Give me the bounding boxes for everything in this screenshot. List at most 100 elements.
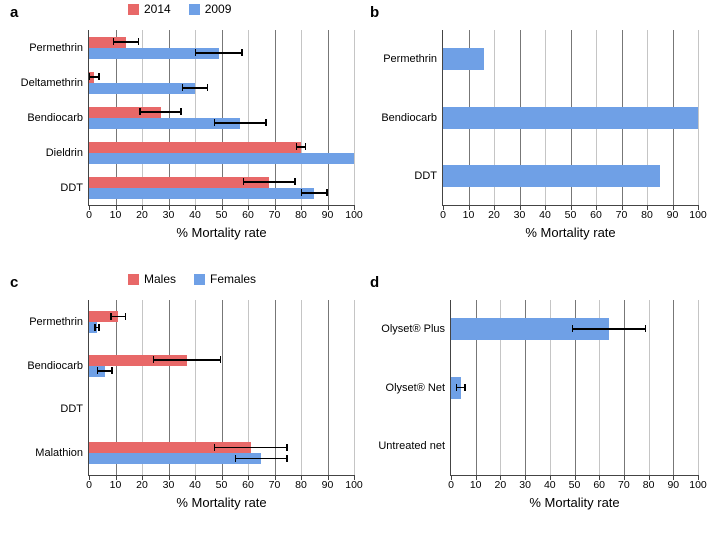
xlabel-b: % Mortality rate — [525, 205, 615, 240]
error-bar — [296, 146, 307, 147]
xlabel-d: % Mortality rate — [529, 475, 619, 510]
xtick-label: 0 — [440, 205, 446, 221]
xtick-label: 80 — [641, 205, 653, 221]
category-label: Deltamethrin — [21, 77, 89, 89]
figure-root: a 2014 2009 0102030405060708090100% Mortali… — [0, 0, 710, 540]
legend-item: 2014 — [128, 2, 171, 16]
panel-d: d0102030405060708090100% Mortality rateO… — [370, 270, 710, 530]
error-bar — [110, 316, 126, 317]
category-label: Permethrin — [383, 53, 443, 65]
legend-swatch — [189, 4, 200, 15]
xtick-label: 10 — [470, 475, 482, 491]
xtick-label: 70 — [269, 205, 281, 221]
error-bar — [235, 458, 288, 459]
gridline — [275, 300, 276, 475]
error-bar — [214, 447, 288, 448]
legend-label: 2014 — [144, 2, 171, 16]
error-bar — [456, 387, 466, 388]
gridline — [275, 30, 276, 205]
xtick-label: 80 — [643, 475, 655, 491]
xtick-label: 10 — [110, 475, 122, 491]
xtick-label: 80 — [295, 205, 307, 221]
xtick-label: 100 — [689, 205, 707, 221]
plot-area-a: 0102030405060708090100% Mortality ratePe… — [88, 30, 354, 206]
gridline — [354, 300, 355, 475]
category-label: Olyset® Net — [386, 382, 451, 394]
xtick-label: 30 — [163, 475, 175, 491]
error-bar — [195, 52, 243, 53]
category-label: Bendiocarb — [381, 112, 443, 124]
panel-a: a 2014 2009 0102030405060708090100% Mortali… — [10, 0, 360, 255]
xtick-label: 90 — [322, 475, 334, 491]
category-label: Permethrin — [29, 42, 89, 54]
xtick-label: 10 — [110, 205, 122, 221]
legend-label: 2009 — [205, 2, 232, 16]
category-label: Untreated net — [378, 440, 451, 452]
bar — [89, 153, 354, 164]
error-bar — [94, 327, 99, 328]
bar — [89, 83, 195, 94]
plot-area-b: 0102030405060708090100% Mortality ratePe… — [442, 30, 698, 206]
xtick-label: 100 — [345, 475, 363, 491]
error-bar — [113, 41, 140, 42]
legend-swatch — [128, 274, 139, 285]
gridline — [673, 300, 674, 475]
legend-swatch — [194, 274, 205, 285]
bar — [89, 142, 301, 153]
gridline — [698, 30, 699, 205]
xtick-label: 70 — [269, 475, 281, 491]
category-label: DDT — [60, 403, 89, 415]
bar — [443, 165, 660, 187]
legend-item: 2009 — [189, 2, 232, 16]
category-label: Dieldrin — [46, 147, 89, 159]
bar — [89, 188, 314, 199]
legend-item: Females — [194, 272, 256, 286]
gridline — [649, 300, 650, 475]
category-label: Bendiocarb — [27, 360, 89, 372]
xtick-label: 20 — [495, 475, 507, 491]
plot-area-c: 0102030405060708090100% Mortality ratePe… — [88, 300, 354, 476]
xtick-label: 20 — [136, 205, 148, 221]
xtick-label: 20 — [136, 475, 148, 491]
error-bar — [97, 370, 113, 371]
xtick-label: 90 — [667, 205, 679, 221]
gridline — [301, 30, 302, 205]
panel-c: c Males Females 0102030405060708090100% Mor… — [10, 270, 360, 530]
xtick-label: 0 — [86, 475, 92, 491]
panel-label-b: b — [370, 4, 379, 21]
error-bar — [214, 122, 267, 123]
xtick-label: 90 — [667, 475, 679, 491]
bar — [443, 107, 698, 129]
legend-swatch — [128, 4, 139, 15]
category-label: Bendiocarb — [27, 112, 89, 124]
gridline — [354, 30, 355, 205]
xtick-label: 30 — [163, 205, 175, 221]
panel-label-d: d — [370, 274, 379, 291]
xtick-label: 10 — [463, 205, 475, 221]
panel-label-c: c — [10, 274, 18, 291]
xtick-label: 80 — [295, 475, 307, 491]
category-label: Olyset® Plus — [381, 323, 451, 335]
gridline — [301, 300, 302, 475]
error-bar — [153, 359, 222, 360]
bar — [443, 48, 484, 70]
xtick-label: 90 — [322, 205, 334, 221]
xtick-label: 100 — [689, 475, 707, 491]
xlabel-c: % Mortality rate — [176, 475, 266, 510]
xtick-label: 20 — [488, 205, 500, 221]
category-label: DDT — [414, 170, 443, 182]
error-bar — [243, 181, 296, 182]
error-bar — [182, 87, 209, 88]
xtick-label: 70 — [616, 205, 628, 221]
category-label: Malathion — [35, 447, 89, 459]
legend-label: Females — [210, 272, 256, 286]
category-label: DDT — [60, 182, 89, 194]
gridline — [624, 300, 625, 475]
gridline — [698, 300, 699, 475]
xtick-label: 0 — [448, 475, 454, 491]
error-bar — [139, 111, 181, 112]
xtick-label: 70 — [618, 475, 630, 491]
legend-label: Males — [144, 272, 176, 286]
panel-label-a: a — [10, 4, 18, 21]
error-bar — [89, 76, 100, 77]
